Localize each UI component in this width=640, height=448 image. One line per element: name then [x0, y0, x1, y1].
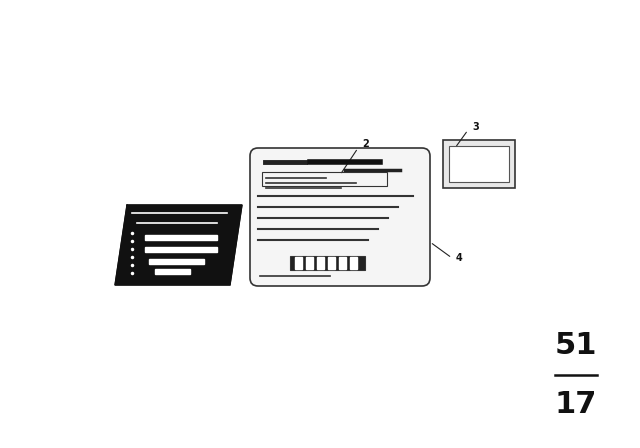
Bar — [443, 140, 515, 188]
Bar — [449, 146, 509, 182]
Bar — [339, 257, 346, 269]
Bar — [295, 257, 302, 269]
Bar — [306, 257, 313, 269]
Text: 4: 4 — [456, 253, 463, 263]
Bar — [145, 235, 217, 240]
Text: 17: 17 — [555, 390, 597, 419]
Text: 1: 1 — [125, 243, 132, 253]
Bar — [145, 247, 217, 252]
Bar — [262, 172, 387, 186]
Bar — [155, 269, 190, 274]
Polygon shape — [115, 205, 242, 285]
Bar — [350, 257, 357, 269]
Bar — [149, 259, 204, 264]
Text: 3: 3 — [472, 122, 479, 132]
Text: 51: 51 — [555, 331, 597, 360]
Text: 2: 2 — [362, 139, 369, 149]
FancyBboxPatch shape — [250, 148, 430, 286]
Bar — [328, 257, 335, 269]
Bar — [290, 256, 365, 270]
Bar — [317, 257, 324, 269]
